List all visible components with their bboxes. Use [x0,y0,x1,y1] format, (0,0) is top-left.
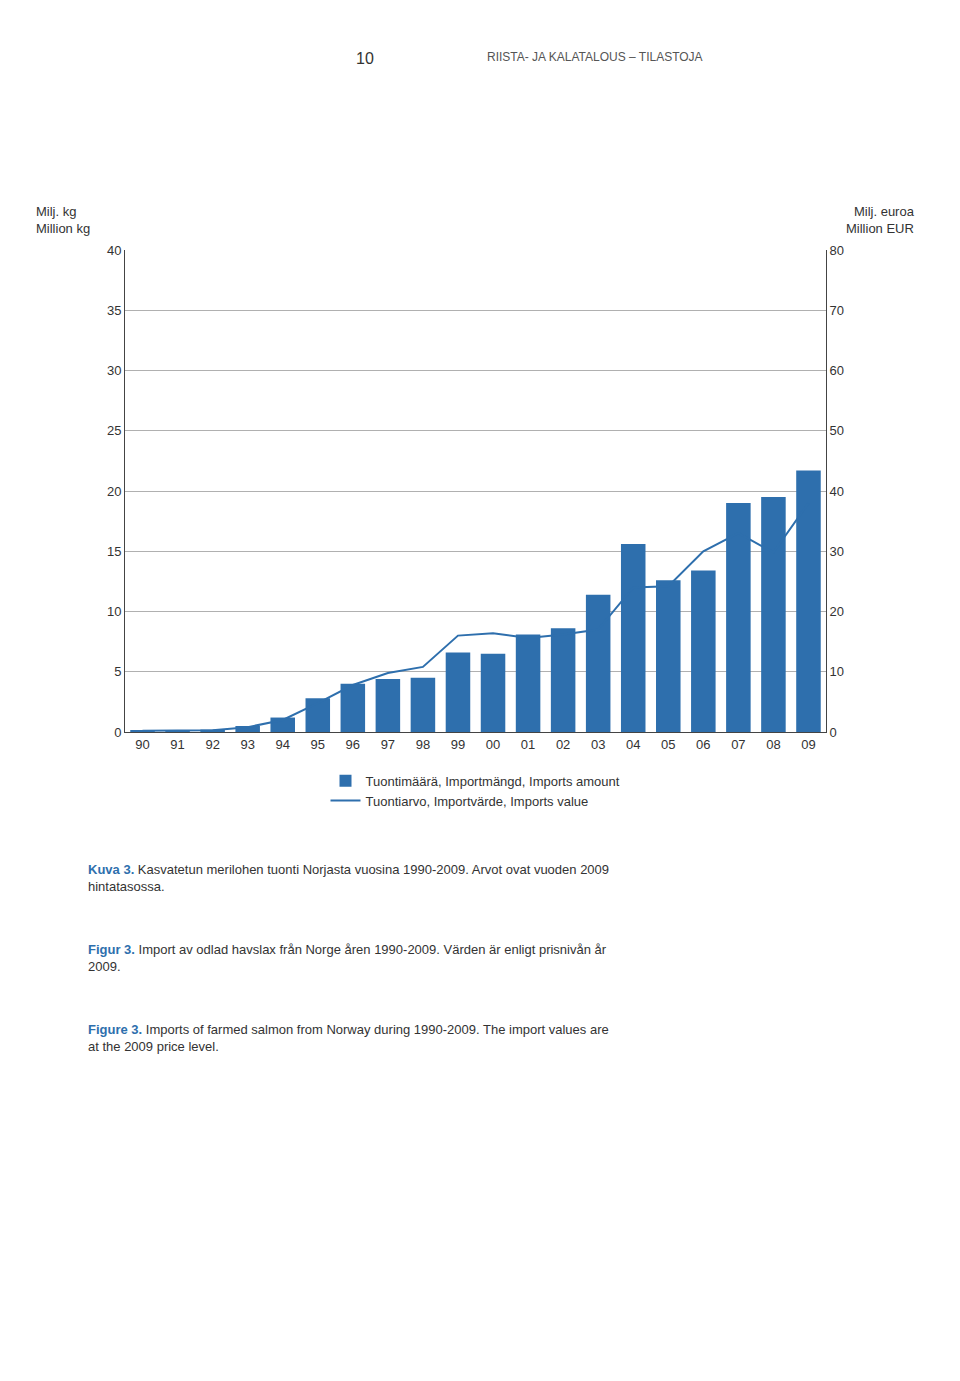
svg-text:20: 20 [830,604,844,619]
svg-text:96: 96 [346,737,360,752]
svg-text:50: 50 [830,423,844,438]
svg-text:Figur 3. Import av odlad havsl: Figur 3. Import av odlad havslax från No… [88,942,607,974]
svg-text:00: 00 [486,737,500,752]
svg-text:06: 06 [696,737,710,752]
svg-text:Kuva 3. Kasvatetun merilohen t: Kuva 3. Kasvatetun merilohen tuonti Norj… [88,862,609,894]
svg-text:15: 15 [107,544,121,559]
svg-text:90: 90 [135,737,149,752]
svg-text:25: 25 [107,423,121,438]
svg-text:Milj. euroaMillion EUR: Milj. euroaMillion EUR [846,204,915,236]
svg-text:80: 80 [830,243,844,258]
svg-text:70: 70 [830,303,844,318]
svg-text:30: 30 [107,363,121,378]
svg-text:35: 35 [107,303,121,318]
svg-text:40: 40 [107,243,121,258]
svg-text:10: 10 [830,664,844,679]
svg-text:04: 04 [626,737,640,752]
svg-text:0: 0 [830,725,837,740]
svg-text:09: 09 [801,737,815,752]
svg-text:08: 08 [766,737,780,752]
svg-text:92: 92 [205,737,219,752]
svg-text:98: 98 [416,737,430,752]
svg-text:99: 99 [451,737,465,752]
svg-text:94: 94 [275,737,289,752]
svg-text:Milj. kgMillion kg: Milj. kgMillion kg [36,204,90,236]
svg-text:07: 07 [731,737,745,752]
svg-text:03: 03 [591,737,605,752]
svg-text:5: 5 [114,664,121,679]
svg-text:Tuontimäärä, Importmängd, Impo: Tuontimäärä, Importmängd, Imports amount [366,774,620,789]
svg-text:10: 10 [107,604,121,619]
svg-text:91: 91 [170,737,184,752]
svg-text:05: 05 [661,737,675,752]
svg-text:40: 40 [830,484,844,499]
svg-text:Figure 3. Imports of farmed sa: Figure 3. Imports of farmed salmon from … [88,1022,609,1054]
svg-text:RIISTA- JA KALATALOUS – TILAST: RIISTA- JA KALATALOUS – TILASTOJA [487,50,703,64]
svg-text:60: 60 [830,363,844,378]
svg-text:01: 01 [521,737,535,752]
svg-text:30: 30 [830,544,844,559]
svg-text:10: 10 [356,50,374,67]
svg-text:0: 0 [114,725,121,740]
svg-text:02: 02 [556,737,570,752]
svg-text:95: 95 [311,737,325,752]
svg-text:93: 93 [240,737,254,752]
svg-text:97: 97 [381,737,395,752]
svg-text:Tuontiarvo, Importvärde, Impor: Tuontiarvo, Importvärde, Imports value [366,794,589,809]
svg-text:20: 20 [107,484,121,499]
